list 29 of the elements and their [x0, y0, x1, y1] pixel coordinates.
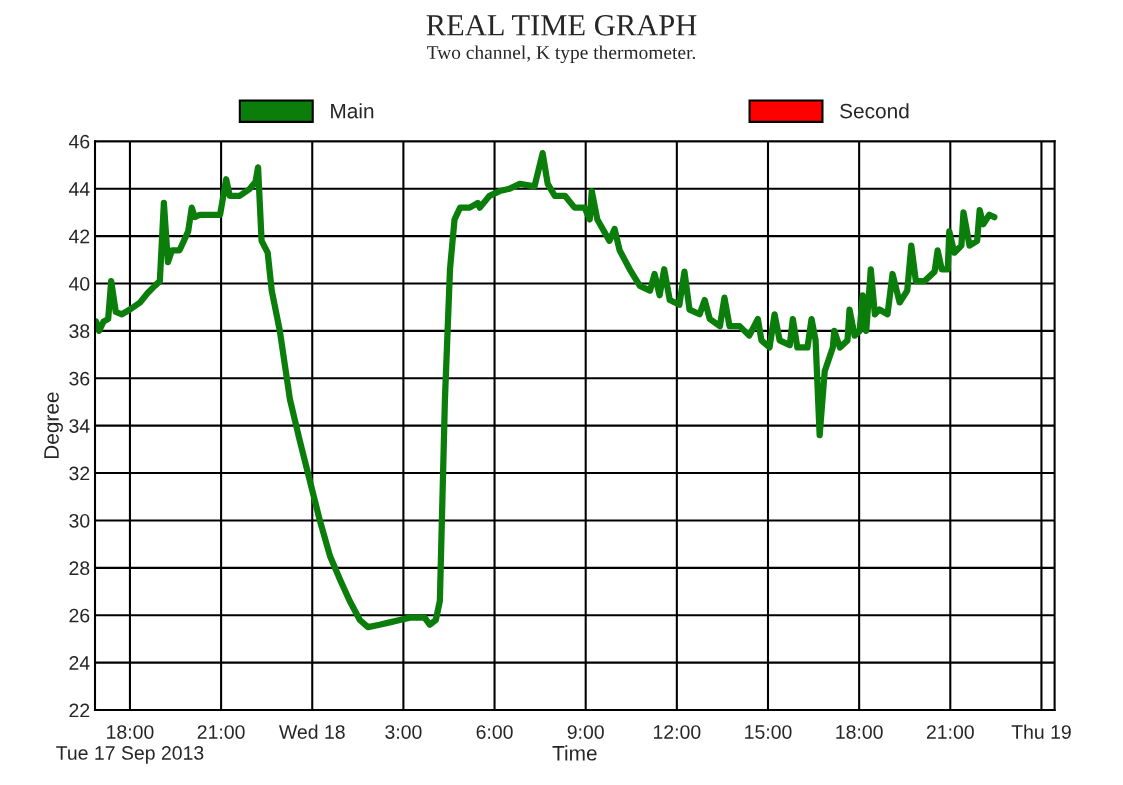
y-tick-label: 28	[69, 561, 90, 576]
y-tick-label: 32	[69, 466, 90, 481]
x-tick-label: 21:00	[197, 725, 245, 739]
y-tick-label: 26	[69, 608, 90, 623]
y-tick-label: 38	[69, 324, 90, 339]
y-tick-label: 40	[68, 276, 90, 291]
x-tick-label: 9:00	[567, 725, 604, 739]
y-tick-label: 42	[68, 229, 90, 244]
chart-title: REAL TIME GRAPH	[426, 15, 697, 36]
x-tick-label: Thu 19	[1011, 724, 1071, 739]
y-tick-label: 46	[68, 134, 90, 149]
x-axis-title: Time	[552, 745, 597, 761]
x-tick-label: 21:00	[926, 725, 974, 739]
x-tick-label: 6:00	[476, 725, 513, 739]
legend-label: Main	[331, 103, 374, 119]
legend-label: Second	[840, 103, 909, 119]
y-tick-label: 34	[69, 419, 90, 433]
y-axis-title: Degree	[44, 392, 63, 459]
y-tick-label: 44	[68, 182, 90, 196]
chart-subtitle: Two channel, K type thermometer.	[427, 45, 696, 64]
x-tick-label: Wed 18	[279, 724, 345, 739]
y-tick-label: 36	[69, 371, 90, 386]
x-tick-label: 12:00	[654, 725, 701, 739]
y-tick-label: 24	[69, 656, 90, 670]
x-tick-label: 15:00	[745, 725, 792, 739]
x-tick-label: 18:00	[836, 725, 883, 739]
x-tick-label: 3:00	[385, 725, 422, 739]
y-tick-label: 22	[69, 703, 90, 718]
y-tick-label: 30	[69, 513, 90, 528]
